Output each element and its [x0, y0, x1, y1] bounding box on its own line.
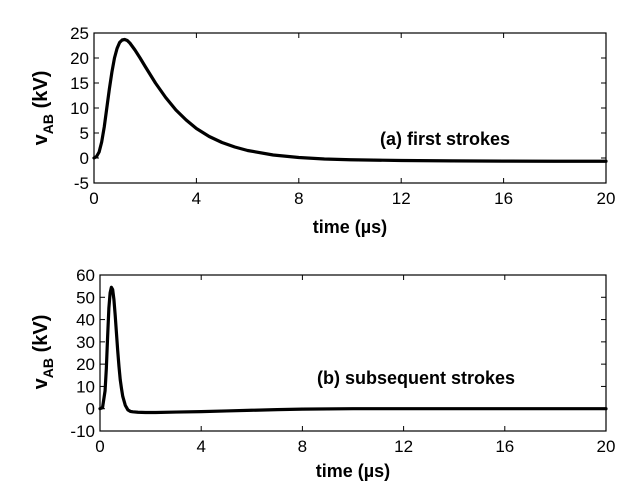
y-ticks-a: -5 0 5 10 15 20 25 — [70, 24, 606, 193]
x-tick-label: 0 — [89, 189, 98, 208]
y-tick-label: 15 — [70, 74, 89, 93]
y-tick-label: -10 — [70, 422, 95, 441]
y-tick-label: 20 — [76, 355, 95, 374]
series-line-first-strokes — [92, 37, 608, 163]
y-axis-label-b: vAB (kV) — [30, 315, 56, 390]
y-tick-label: 50 — [76, 288, 95, 307]
y-tick-label: 0 — [86, 400, 95, 419]
x-tick-label: 16 — [494, 189, 513, 208]
x-tick-label: 8 — [298, 437, 307, 456]
x-tick-label: 20 — [597, 437, 616, 456]
annotation-first-strokes: (a) first strokes — [380, 129, 510, 149]
x-tick-label: 12 — [394, 437, 413, 456]
x-tick-label: 4 — [196, 437, 205, 456]
y-axis-label-a: vAB (kV) — [30, 71, 56, 146]
y-axis-label-main-a: v — [30, 133, 52, 145]
y-axis-label-unit-a: (kV) — [30, 71, 52, 114]
x-tick-label: 0 — [95, 437, 104, 456]
x-ticks-a: 0 4 8 12 16 20 — [89, 33, 615, 208]
plot-frame-b — [99, 274, 607, 432]
x-tick-label: 4 — [192, 189, 201, 208]
y-tick-label: 40 — [76, 311, 95, 330]
series-line-subsequent-strokes — [98, 285, 608, 415]
x-tick-label: 12 — [392, 189, 411, 208]
y-axis-label-unit-b: (kV) — [30, 315, 52, 358]
y-tick-label: 20 — [70, 49, 89, 68]
y-ticks-b: -10 0 10 20 30 40 50 60 — [70, 266, 606, 441]
y-tick-label: 60 — [76, 266, 95, 285]
x-tick-label: 8 — [294, 189, 303, 208]
x-axis-label-b: time (µs) — [316, 461, 390, 481]
y-tick-label: 25 — [70, 24, 89, 43]
x-tick-label: 16 — [495, 437, 514, 456]
y-tick-label: 5 — [80, 124, 89, 143]
x-ticks-b: 0 4 8 12 16 20 — [95, 275, 615, 456]
y-axis-label-sub-b: AB — [40, 358, 56, 378]
y-tick-label: 0 — [80, 149, 89, 168]
y-tick-label: 10 — [76, 377, 95, 396]
y-tick-label: 30 — [76, 333, 95, 352]
x-tick-label: 20 — [597, 189, 616, 208]
x-axis-label-a: time (µs) — [313, 217, 387, 237]
y-tick-label: -5 — [74, 174, 89, 193]
y-axis-label-main-b: v — [30, 377, 52, 389]
y-tick-label: 10 — [70, 99, 89, 118]
y-axis-label-sub-a: AB — [40, 114, 56, 134]
annotation-subsequent-strokes: (b) subsequent strokes — [317, 368, 515, 388]
